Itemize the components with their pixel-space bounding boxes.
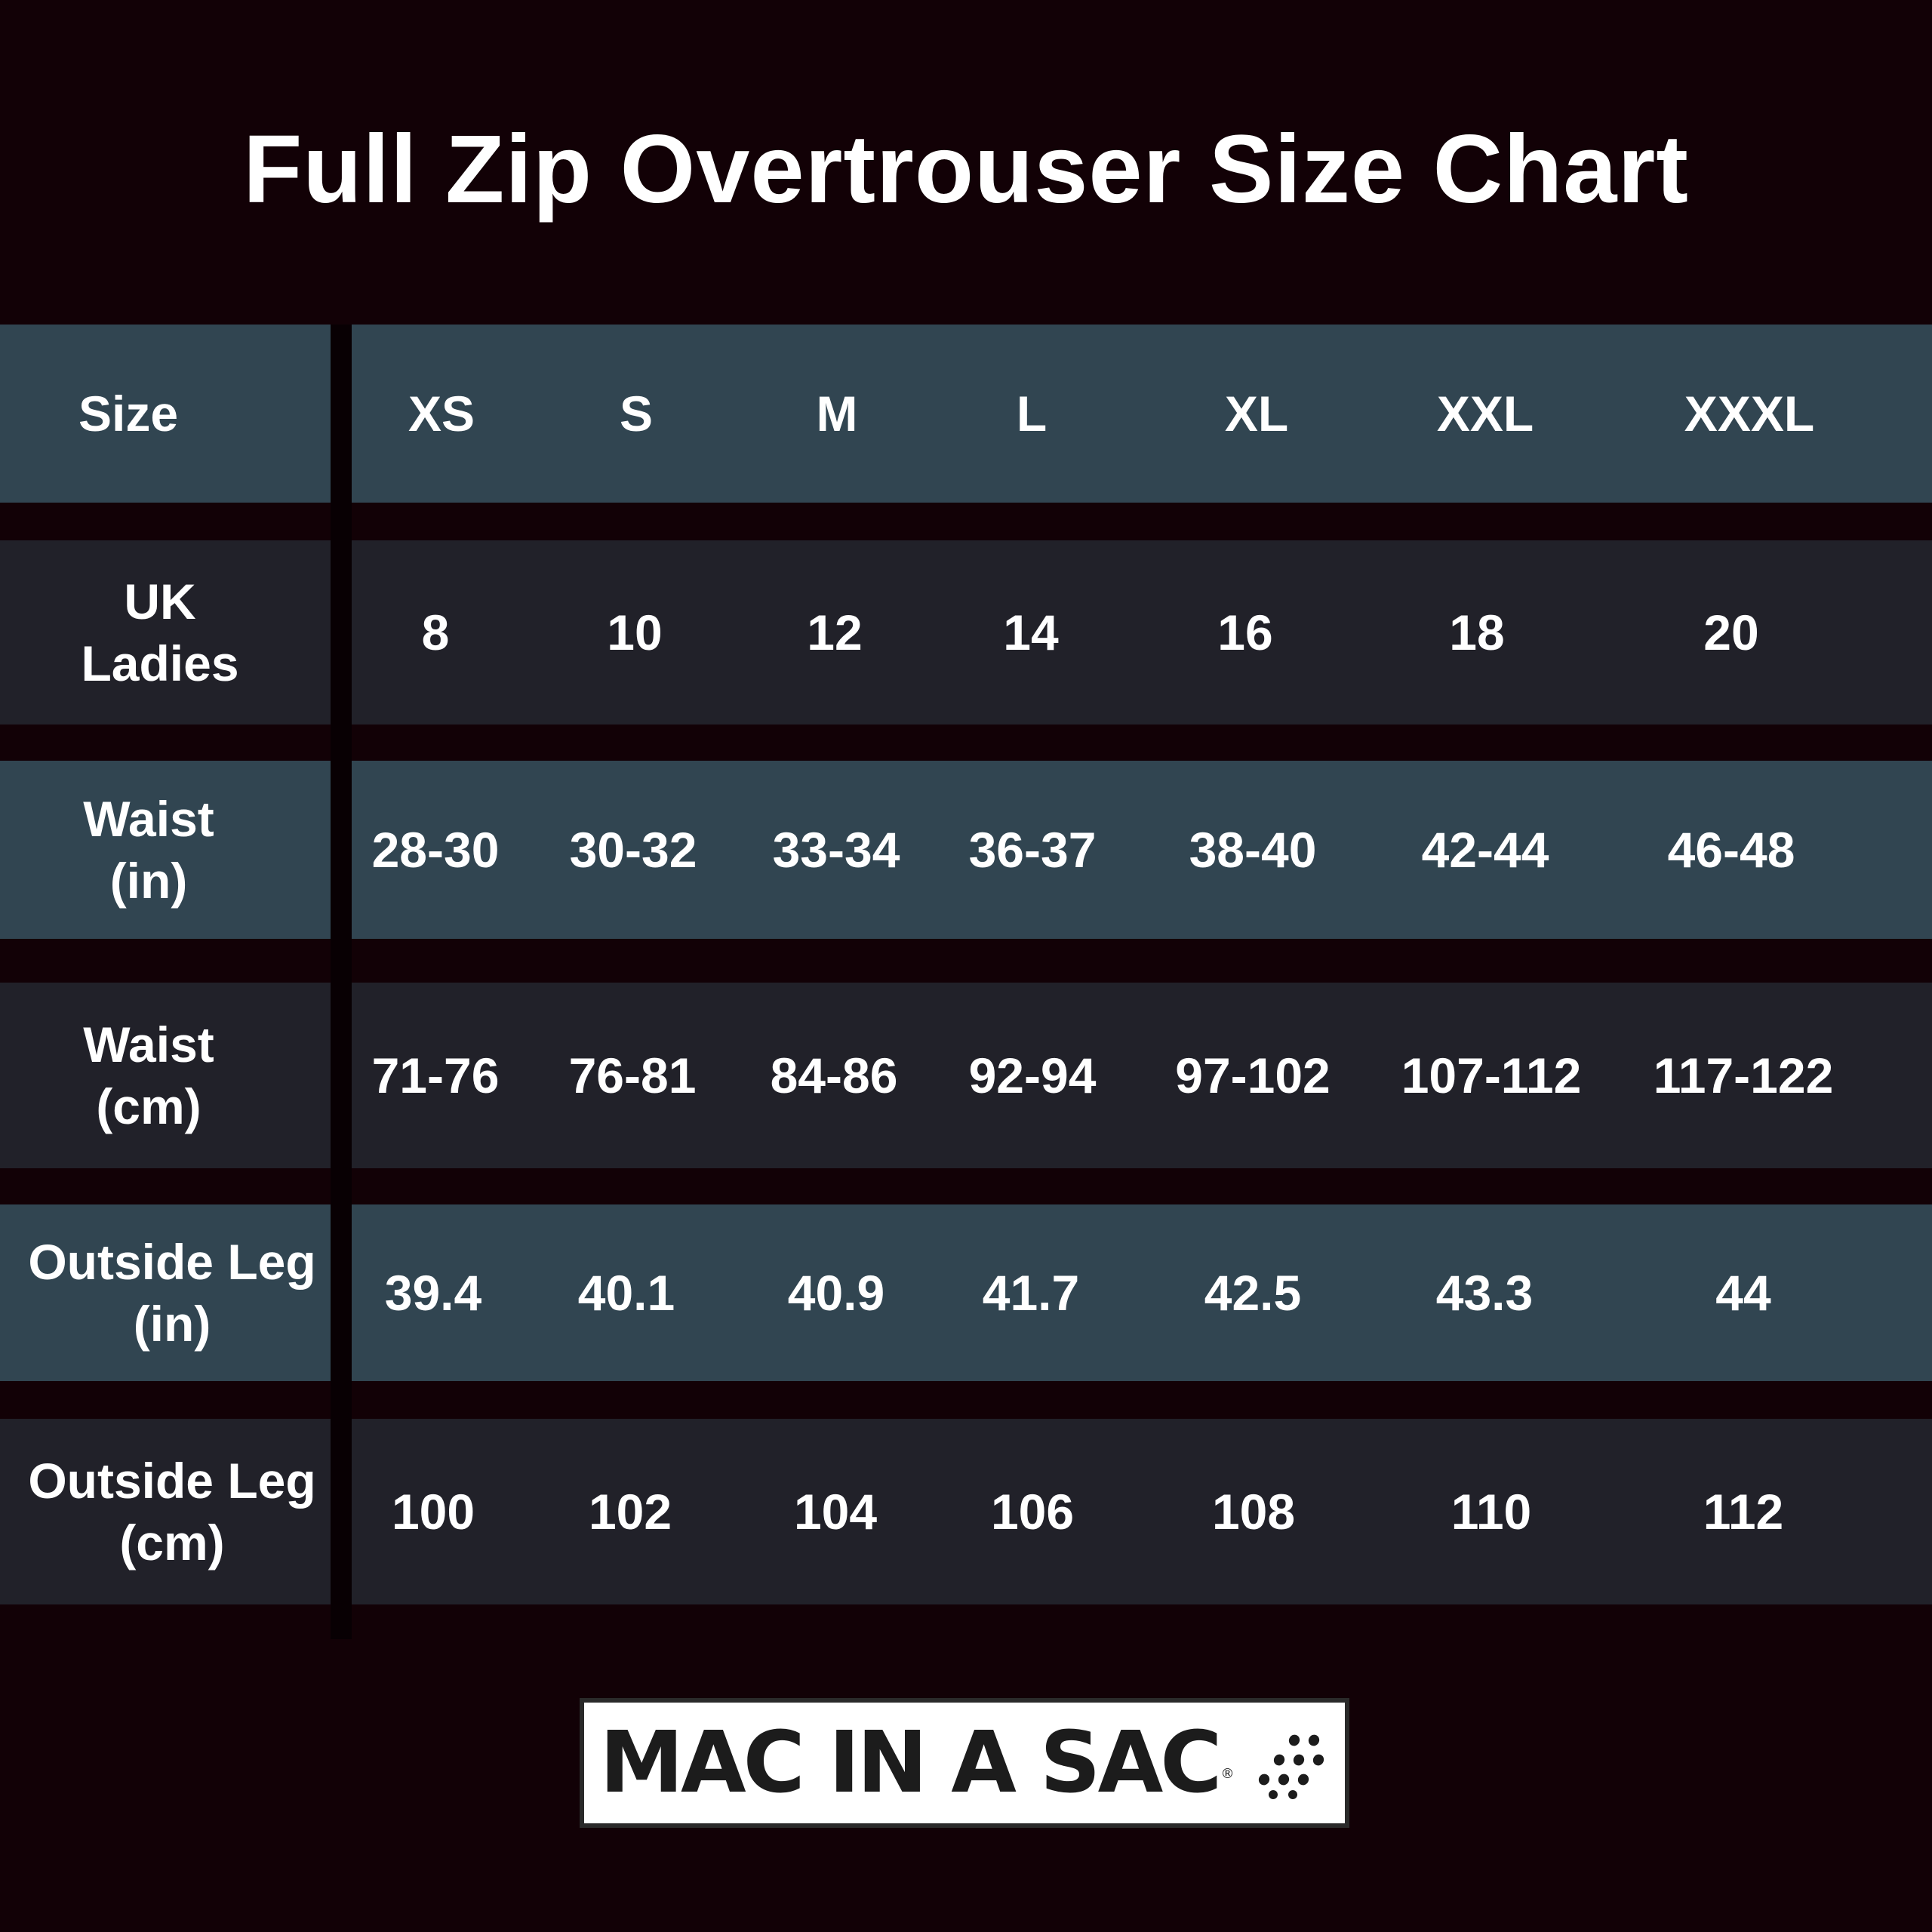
table-cell: 46-48 — [1667, 822, 1795, 878]
table-cell: 12 — [807, 605, 863, 660]
dots-pattern-icon — [1259, 1734, 1324, 1799]
table-cell: 71-76 — [371, 1048, 500, 1103]
size-col-s: S — [619, 386, 654, 441]
table-cell: 76-81 — [568, 1048, 697, 1103]
header-row: Size XS S M L XL XXL XXXL — [0, 325, 1932, 503]
table-cell: 16 — [1217, 605, 1273, 660]
table-cell: 40.1 — [577, 1265, 675, 1321]
page-title: Full Zip Overtrouser Size Chart — [243, 115, 1689, 223]
table-cell: 97-102 — [1175, 1048, 1331, 1103]
table-cell: 42.5 — [1204, 1265, 1302, 1321]
row-label-line1: UK — [124, 574, 196, 629]
table-cell: 108 — [1211, 1484, 1296, 1540]
row-label-line2: (in) — [133, 1296, 211, 1352]
table-cell: 20 — [1703, 605, 1759, 660]
table-cell: 104 — [793, 1484, 878, 1540]
size-col-xxl: XXL — [1436, 386, 1534, 441]
row-label-line1: Outside Leg — [28, 1234, 316, 1290]
table-cell: 10 — [607, 605, 663, 660]
table-row: Outside Leg (in) 39.4 40.1 40.9 41.7 42.… — [0, 1204, 1932, 1381]
size-col-xl: XL — [1224, 386, 1289, 441]
table-row: Waist (in) 28-30 30-32 33-34 36-37 38-40… — [0, 761, 1932, 939]
row-label-line2: (cm) — [119, 1515, 225, 1571]
registered-mark: ® — [1220, 1765, 1235, 1782]
size-col-l: L — [1016, 386, 1048, 441]
table-row: Waist (cm) 71-76 76-81 84-86 92-94 97-10… — [0, 983, 1932, 1168]
table-cell: 38-40 — [1189, 822, 1317, 878]
table-cell: 43.3 — [1435, 1265, 1534, 1321]
table-row: Outside Leg (cm) 100 102 104 106 108 110… — [0, 1419, 1932, 1604]
table-cell: 106 — [990, 1484, 1075, 1540]
table-cell: 100 — [391, 1484, 475, 1540]
table-cell: 117-122 — [1653, 1048, 1834, 1103]
table-row: UK Ladies 8 10 12 14 16 18 20 — [0, 540, 1932, 724]
size-col-xs: XS — [408, 386, 475, 441]
table-cell: 28-30 — [371, 822, 500, 878]
row-label-line2: Ladies — [81, 635, 239, 691]
table-cell: 41.7 — [982, 1265, 1080, 1321]
column-divider — [331, 325, 352, 1639]
table-cell: 112 — [1703, 1484, 1784, 1540]
table-cell: 14 — [1003, 605, 1059, 660]
row-label-line1: Waist — [83, 1017, 214, 1072]
table-cell: 92-94 — [968, 1048, 1097, 1103]
row-label-line2: (in) — [109, 853, 188, 909]
table-cell: 40.9 — [787, 1265, 885, 1321]
table-cell: 84-86 — [770, 1048, 898, 1103]
row-label-line1: Outside Leg — [28, 1453, 316, 1509]
logo-text: MAC IN A SAC — [599, 1714, 1223, 1812]
table-cell: 36-37 — [968, 822, 1097, 878]
size-col-xxxl: XXXL — [1684, 386, 1815, 441]
table-cell: 110 — [1451, 1484, 1532, 1540]
table-cell: 18 — [1449, 605, 1505, 660]
table-cell: 39.4 — [384, 1265, 482, 1321]
row-label: Outside Leg (cm) — [0, 1419, 344, 1604]
table-cell: 30-32 — [569, 822, 697, 878]
row-label: Waist (in) — [0, 761, 297, 939]
table-cell: 42-44 — [1421, 822, 1549, 878]
row-label-line1: Waist — [83, 791, 214, 847]
table-cell: 44 — [1715, 1265, 1771, 1321]
row-label: Waist (cm) — [0, 983, 297, 1168]
table-cell: 107-112 — [1401, 1048, 1582, 1103]
brand-logo: MAC IN A SAC ® — [580, 1698, 1349, 1828]
row-label: UK Ladies — [0, 540, 320, 724]
size-header-label: Size — [78, 386, 179, 441]
table-cell: 33-34 — [772, 822, 900, 878]
size-col-m: M — [816, 386, 858, 441]
row-label-line2: (cm) — [96, 1078, 202, 1134]
table-cell: 8 — [421, 605, 450, 660]
table-cell: 102 — [588, 1484, 672, 1540]
row-label: Outside Leg (in) — [0, 1204, 344, 1381]
